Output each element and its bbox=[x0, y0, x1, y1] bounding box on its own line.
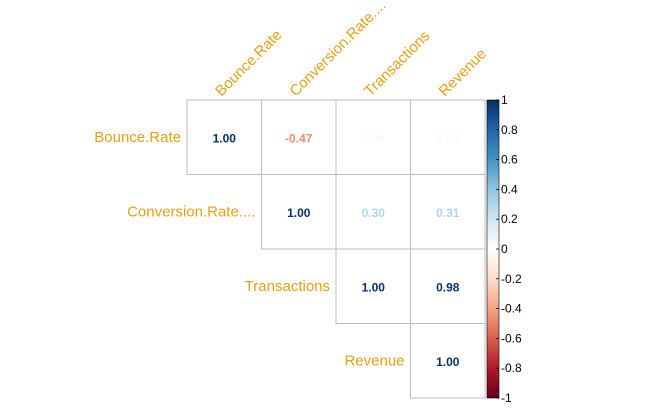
colorbar-ticks: 1 0.8 0.6 0.4 0.2 0 -0.2 -0.4 -0.6 -0.8 -1 bbox=[496, 93, 522, 405]
cell-value-label: 0.04 bbox=[436, 131, 460, 145]
colorbar-tick-label: 0.8 bbox=[501, 123, 518, 137]
cell-value-label: 1.00 bbox=[213, 131, 237, 145]
row-label: Bounce.Rate bbox=[94, 129, 181, 146]
cell-value-label: -0.47 bbox=[285, 131, 313, 145]
heatmap-cell bbox=[335, 174, 411, 250]
colorbar-tick-label: 0 bbox=[501, 242, 508, 256]
heatmap-cell bbox=[186, 99, 262, 175]
cell-value-label: 0.31 bbox=[436, 206, 460, 220]
colorbar-tick-label: -0.8 bbox=[501, 361, 522, 375]
colorbar-tick-label: 0.4 bbox=[501, 182, 518, 196]
heatmap-cells: 1.00 -0.47 0.04 0.04 1.00 0.30 0.31 1.00 0.98 1.0… bbox=[186, 99, 486, 399]
column-label: Transactions bbox=[361, 27, 433, 99]
heatmap-cell bbox=[335, 248, 411, 324]
row-label: Revenue bbox=[344, 352, 404, 369]
cell-value-label: 1.00 bbox=[362, 280, 386, 294]
cell-value-label: 0.30 bbox=[362, 206, 386, 220]
colorbar: 1 0.8 0.6 0.4 0.2 0 -0.2 -0.4 -0.6 -0.8 -1 bbox=[486, 93, 522, 405]
colorbar-tick-label: -1 bbox=[501, 391, 512, 405]
column-label: Revenue bbox=[436, 45, 490, 99]
heatmap-cell bbox=[261, 99, 337, 175]
heatmap-cell bbox=[410, 323, 486, 399]
column-label: Bounce.Rate bbox=[212, 26, 285, 99]
heatmap-cell bbox=[261, 174, 337, 250]
row-labels: Bounce.Rate Conversion.Rate.... Transactio… bbox=[94, 129, 404, 370]
colorbar-tick-label: -0.2 bbox=[501, 272, 522, 286]
colorbar-tick-label: -0.6 bbox=[501, 331, 522, 345]
row-label: Conversion.Rate.... bbox=[127, 203, 255, 220]
cell-value-label: 1.00 bbox=[287, 206, 311, 220]
cell-value-label: 0.04 bbox=[362, 131, 386, 145]
cell-value-label: 0.98 bbox=[436, 280, 460, 294]
heatmap-cell bbox=[410, 99, 486, 175]
cell-value-label: 1.00 bbox=[436, 355, 460, 369]
colorbar-tick-label: 0.2 bbox=[501, 212, 518, 226]
colorbar-tick-label: 1 bbox=[501, 93, 508, 107]
row-label: Transactions bbox=[245, 278, 330, 295]
colorbar-tick-label: -0.4 bbox=[501, 302, 522, 316]
heatmap-cell bbox=[335, 99, 411, 175]
column-labels: Bounce.Rate Conversion.Rate....Transactio… bbox=[212, 0, 490, 100]
colorbar-tick-label: 0.6 bbox=[501, 153, 518, 167]
